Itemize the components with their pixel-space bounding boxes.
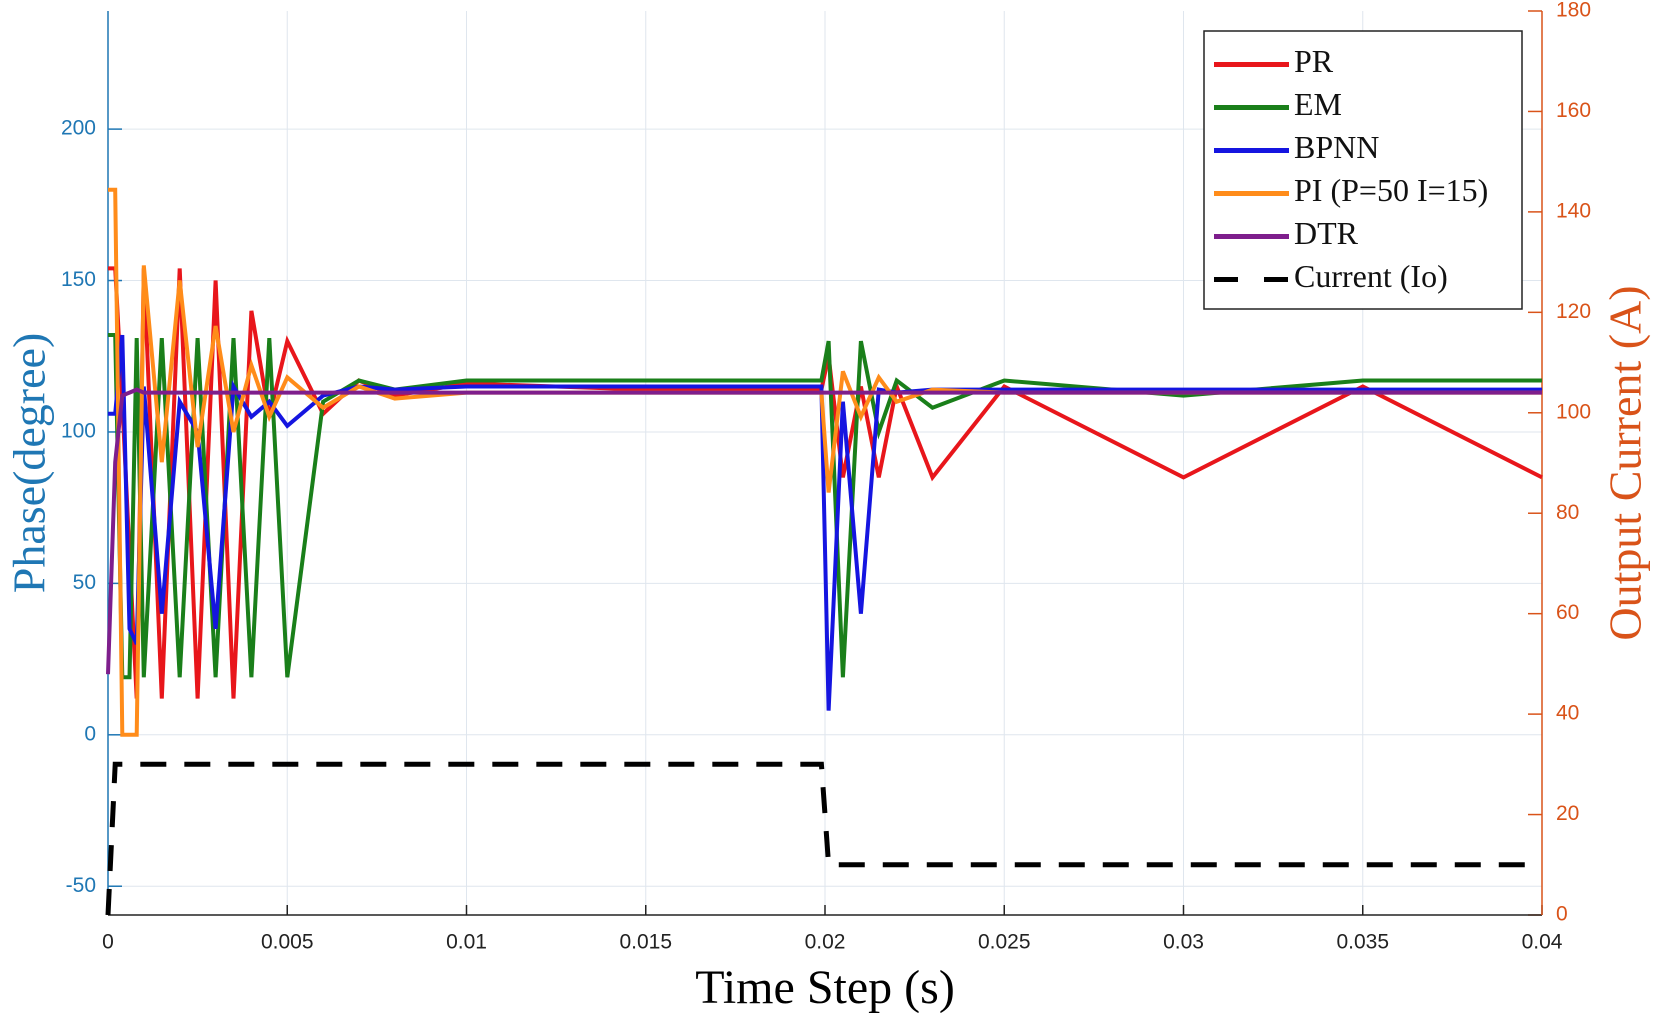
legend-label: PR bbox=[1294, 43, 1334, 79]
x-tick-label: 0.025 bbox=[978, 931, 1031, 954]
legend-label: BPNN bbox=[1294, 129, 1379, 165]
y2-tick-label: 160 bbox=[1556, 99, 1591, 122]
y2-axis-label: Output Current (A) bbox=[1600, 285, 1651, 640]
y-tick-label: 100 bbox=[61, 420, 96, 443]
series-line bbox=[105, 761, 1542, 916]
y-tick-label: 50 bbox=[73, 571, 96, 594]
y2-tick-label: 180 bbox=[1556, 0, 1591, 22]
legend-box bbox=[1203, 30, 1523, 310]
legend-label: Current (Io) bbox=[1294, 258, 1448, 294]
x-tick-label: 0.01 bbox=[446, 931, 487, 954]
y2-tick-label: 100 bbox=[1556, 400, 1591, 423]
x-tick-label: 0.015 bbox=[619, 931, 672, 954]
y-tick-label: 150 bbox=[61, 268, 96, 291]
y2-tick-label: 140 bbox=[1556, 199, 1591, 222]
y2-tick-label: 60 bbox=[1556, 601, 1579, 624]
y-tick-label: -50 bbox=[66, 874, 96, 897]
y2-tick-label: 120 bbox=[1556, 300, 1591, 323]
y2-tick-label: 20 bbox=[1556, 802, 1579, 825]
y2-tick-label: 80 bbox=[1556, 501, 1579, 524]
series-line bbox=[106, 387, 1542, 675]
y-tick-label: 200 bbox=[61, 117, 96, 140]
y-tick-label: 0 bbox=[84, 722, 96, 745]
x-axis-label: Time Step (s) bbox=[695, 961, 955, 1014]
x-tick-label: 0 bbox=[102, 931, 114, 954]
y-axis-label: Phase(degree) bbox=[4, 333, 55, 594]
legend-label: PI (P=50 I=15) bbox=[1294, 172, 1488, 208]
series-line bbox=[108, 187, 1542, 737]
x-tick-label: 0.02 bbox=[805, 931, 846, 954]
y2-tick-label: 40 bbox=[1556, 702, 1579, 725]
legend-label: DTR bbox=[1294, 215, 1359, 251]
legend-label: EM bbox=[1294, 86, 1342, 122]
x-tick-label: 0.035 bbox=[1336, 931, 1389, 954]
y2-tick-label: 0 bbox=[1556, 903, 1568, 926]
x-tick-label: 0.03 bbox=[1163, 931, 1204, 954]
x-tick-label: 0.005 bbox=[261, 931, 314, 954]
x-tick-label: 0.04 bbox=[1522, 931, 1563, 954]
